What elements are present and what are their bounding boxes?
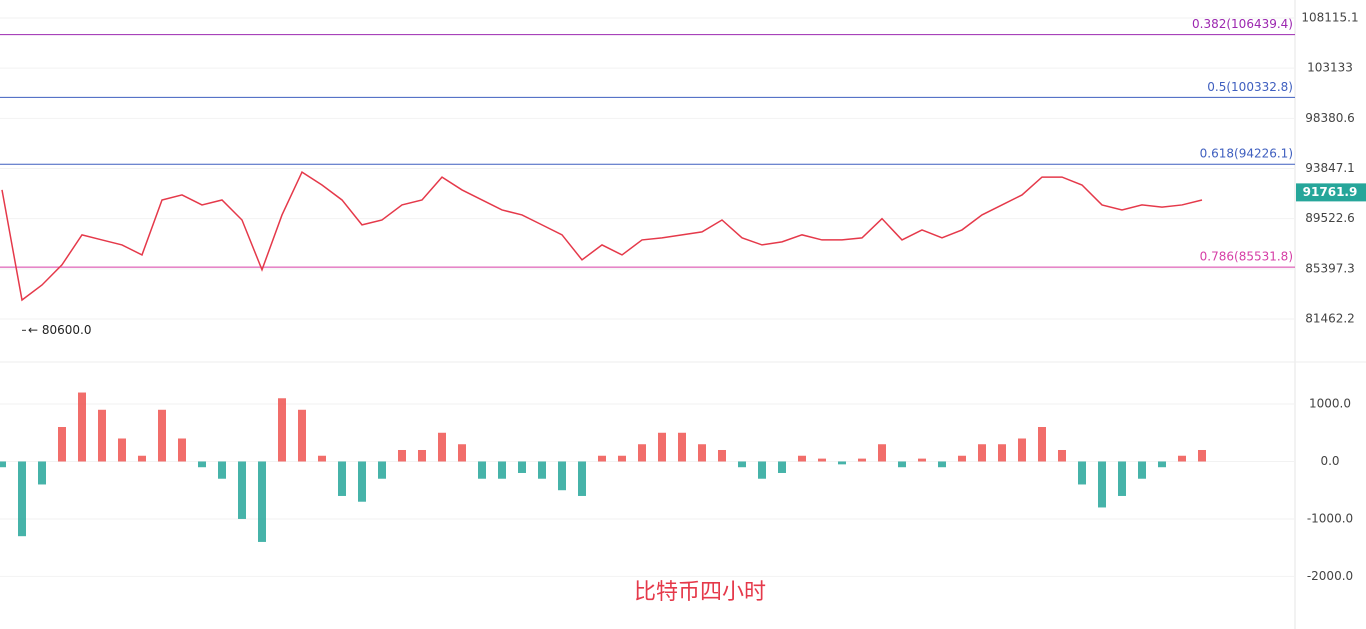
macd-bar <box>918 458 926 462</box>
macd-bar <box>1038 427 1046 462</box>
macd-bar <box>998 444 1006 462</box>
macd-bar <box>718 449 726 462</box>
macd-bar <box>1018 438 1026 462</box>
macd-bar <box>478 461 486 479</box>
macd-bar <box>438 432 446 462</box>
macd-bar <box>318 455 326 462</box>
fib-label: 0.618(94226.1) <box>1200 147 1293 161</box>
y-tick-label: 93847.1 <box>1305 161 1355 175</box>
macd-bar <box>398 449 406 462</box>
macd-bar <box>1118 461 1126 496</box>
macd-bar <box>938 461 946 468</box>
macd-bar <box>338 461 346 496</box>
y-tick-label: 81462.2 <box>1305 311 1355 325</box>
macd-bar <box>778 461 786 473</box>
macd-bar <box>618 455 626 462</box>
macd-bar <box>978 444 986 462</box>
macd-bar <box>58 427 66 462</box>
macd-bar <box>598 455 606 462</box>
macd-bar <box>738 461 746 468</box>
macd-bar <box>278 398 286 462</box>
macd-bar <box>678 432 686 462</box>
macd-bar <box>458 444 466 462</box>
macd-bar <box>1178 455 1186 462</box>
y-tick-label: -1000.0 <box>1307 511 1353 525</box>
macd-bar <box>218 461 226 479</box>
y-tick-label: 108115.1 <box>1301 10 1358 24</box>
macd-bar <box>0 461 6 468</box>
y-tick-label: 103133 <box>1307 61 1353 75</box>
y-tick-label: 1000.0 <box>1309 397 1351 411</box>
y-tick-label: 85397.3 <box>1305 261 1355 275</box>
macd-bar <box>698 444 706 462</box>
macd-bar <box>418 449 426 462</box>
macd-bar <box>818 458 826 462</box>
macd-bar <box>1158 461 1166 468</box>
macd-bar <box>98 409 106 462</box>
macd-bar <box>18 461 26 537</box>
macd-bar <box>958 455 966 462</box>
macd-bar <box>1198 449 1206 462</box>
fib-label: 0.382(106439.4) <box>1192 17 1293 31</box>
y-tick-label: 89522.6 <box>1305 211 1355 225</box>
macd-bar <box>178 438 186 462</box>
macd-bar <box>658 432 666 462</box>
low-label: ← 80600.0 <box>28 323 92 337</box>
macd-bar <box>898 461 906 468</box>
macd-bar <box>378 461 386 479</box>
last-price-label: 91761.9 <box>1303 185 1358 199</box>
macd-bar <box>78 392 86 462</box>
macd-bar <box>638 444 646 462</box>
chart-title: 比特币四小时 <box>634 580 766 605</box>
macd-bar <box>118 438 126 462</box>
macd-bar <box>258 461 266 542</box>
macd-bar <box>298 409 306 462</box>
macd-bar <box>358 461 366 502</box>
macd-bar <box>558 461 566 491</box>
macd-bar <box>878 444 886 462</box>
macd-bar <box>198 461 206 468</box>
price-line <box>1 170 1203 302</box>
macd-bar <box>538 461 546 479</box>
macd-bar <box>858 458 866 462</box>
macd-bar <box>238 461 246 519</box>
y-tick-label: 0.0 <box>1320 454 1339 468</box>
macd-bar <box>138 455 146 462</box>
macd-bar <box>1138 461 1146 479</box>
macd-bar <box>38 461 46 485</box>
macd-bar <box>578 461 586 496</box>
y-tick-label: -2000.0 <box>1307 569 1353 583</box>
macd-bar <box>838 461 846 465</box>
macd-bar <box>758 461 766 479</box>
macd-bar <box>1078 461 1086 485</box>
macd-bar <box>518 461 526 473</box>
fib-label: 0.5(100332.8) <box>1207 80 1293 94</box>
macd-bar <box>498 461 506 479</box>
y-tick-label: 98380.6 <box>1305 111 1355 125</box>
fib-label: 0.786(85531.8) <box>1200 250 1293 264</box>
macd-bar <box>158 409 166 462</box>
macd-bar <box>798 455 806 462</box>
last-price-tag <box>1296 183 1366 202</box>
macd-bar <box>1058 449 1066 462</box>
macd-bar <box>1098 461 1106 508</box>
